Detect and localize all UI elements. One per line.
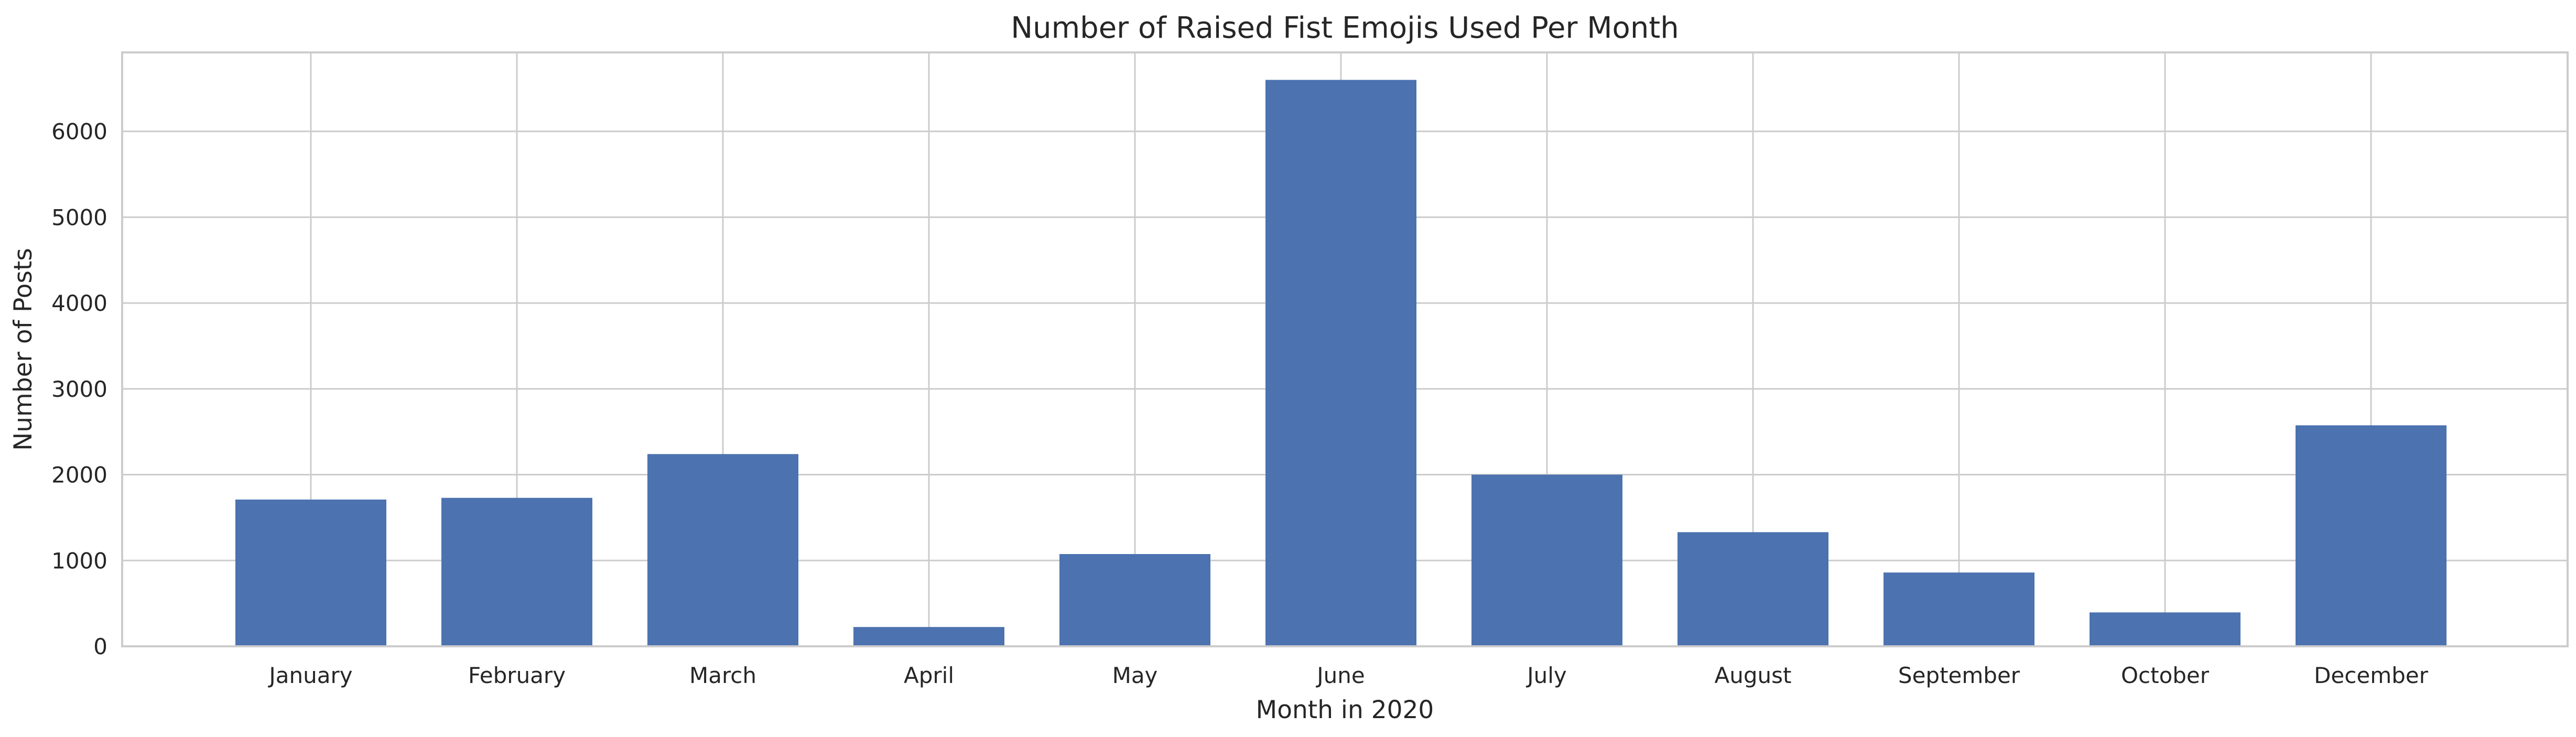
x-tick-label: February <box>468 663 566 688</box>
y-tick-label: 0 <box>93 634 107 659</box>
bar <box>2296 425 2447 646</box>
bar <box>1884 572 2034 646</box>
x-tick-label: September <box>1898 663 2020 688</box>
bar <box>235 500 386 646</box>
x-tick-label: June <box>1315 663 1365 688</box>
bar <box>1677 532 1828 646</box>
bar <box>1059 554 1210 646</box>
x-tick-label: July <box>1525 663 1567 688</box>
bar <box>1265 80 1416 646</box>
bar <box>1471 474 1622 646</box>
plot-frame <box>121 51 2569 647</box>
bar <box>2090 612 2241 646</box>
y-tick-label: 2000 <box>51 462 107 488</box>
y-tick-labels: 0 1000 2000 3000 4000 5000 6000 <box>51 119 107 659</box>
y-tick-label: 5000 <box>51 204 107 230</box>
bar <box>853 627 1004 646</box>
x-tick-label: October <box>2121 663 2210 688</box>
bar <box>647 454 798 646</box>
y-tick-label: 3000 <box>51 376 107 402</box>
chart-title: Number of Raised Fist Emojis Used Per Mo… <box>1011 11 1679 45</box>
x-tick-label: March <box>689 663 756 688</box>
x-tick-label: May <box>1112 663 1158 688</box>
bar <box>441 497 592 646</box>
bars <box>235 80 2447 646</box>
x-tick-label: January <box>267 663 352 688</box>
x-tick-labels: January February March April May June July Augu… <box>267 663 2428 688</box>
y-tick-label: 4000 <box>51 290 107 316</box>
x-tick-label: August <box>1715 663 1792 688</box>
y-tick-label: 1000 <box>51 548 107 573</box>
x-tick-label: December <box>2314 663 2429 688</box>
x-axis-label: Month in 2020 <box>1256 696 1434 724</box>
y-axis-label: Number of Posts <box>9 248 38 451</box>
y-tick-label: 6000 <box>51 119 107 145</box>
x-tick-label: April <box>904 663 954 688</box>
